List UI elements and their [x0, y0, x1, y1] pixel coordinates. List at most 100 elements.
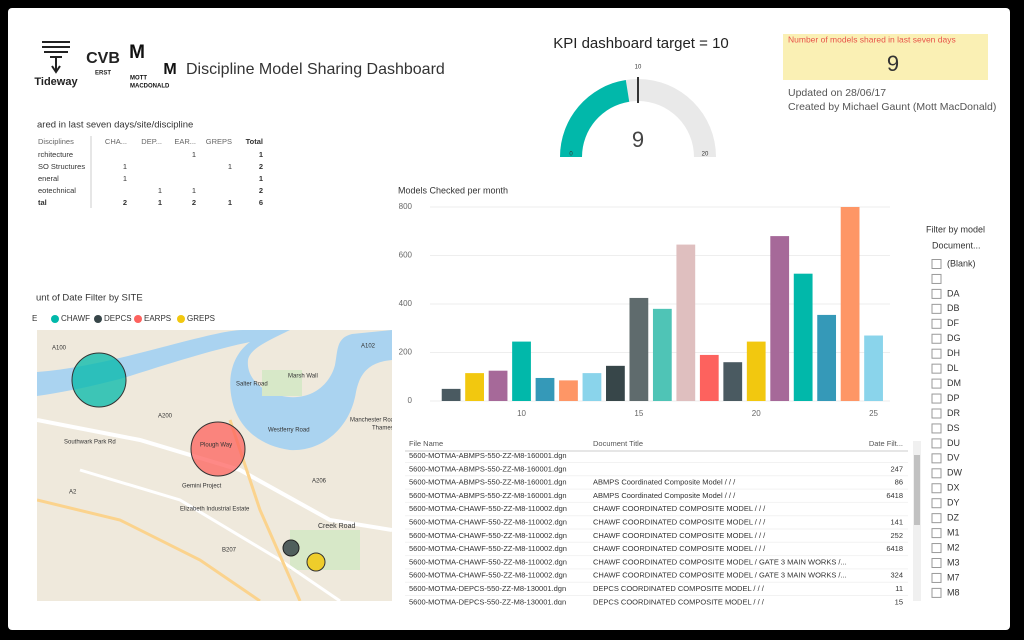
map-label: A200 — [158, 414, 173, 420]
checkbox[interactable] — [931, 363, 942, 374]
checkbox[interactable] — [931, 498, 942, 509]
logo-text: M — [163, 61, 176, 78]
slicer-title: Filter by model — [926, 224, 985, 234]
matrix-header: Disciplines — [38, 137, 74, 146]
slicer-item[interactable]: M1 — [947, 527, 960, 537]
table-cell: 5600-MOTMA-CHAWF-550-ZZ-M8-110002.dgn — [409, 517, 567, 526]
checkbox[interactable] — [931, 348, 942, 359]
map-bubble — [306, 552, 326, 572]
slicer-item[interactable]: (Blank) — [947, 258, 976, 268]
checkbox[interactable] — [931, 558, 942, 568]
checkbox[interactable] — [931, 378, 942, 389]
matrix-cell: 1 — [228, 162, 232, 171]
slicer-item[interactable]: DU — [947, 438, 960, 448]
slicer-item[interactable]: DA — [947, 288, 960, 298]
matrix-title: ared in last seven days/site/discipline — [37, 120, 193, 131]
checkbox[interactable] — [931, 438, 942, 449]
y-tick-label: 600 — [399, 251, 413, 260]
checkbox[interactable] — [931, 543, 942, 554]
checkbox[interactable] — [931, 333, 942, 344]
checkbox[interactable] — [931, 423, 942, 434]
legend-label: EARPS — [144, 314, 171, 323]
legend-label: DEPCS — [104, 314, 132, 323]
table-cell: CHAWF COORDINATED COMPOSITE MODEL / GATE… — [593, 557, 847, 566]
y-tick-label: 200 — [399, 348, 413, 357]
checkbox[interactable] — [931, 273, 942, 284]
card-value: 9 — [887, 51, 899, 76]
slicer-item[interactable]: DY — [947, 498, 960, 508]
matrix-row-label: rchitecture — [38, 150, 73, 159]
checkbox[interactable] — [931, 393, 942, 404]
checkbox[interactable] — [931, 572, 942, 583]
checkbox[interactable] — [931, 483, 942, 494]
matrix-cell: 1 — [259, 174, 263, 183]
legend-dot — [134, 315, 142, 323]
checkbox[interactable] — [931, 288, 942, 299]
slicer-item[interactable]: M3 — [947, 557, 960, 567]
checkbox[interactable] — [931, 513, 942, 524]
column-header[interactable]: Date Filt... — [869, 439, 903, 448]
matrix-header: DEP... — [141, 137, 162, 146]
x-tick-label: 20 — [752, 409, 761, 418]
map-label: A100 — [52, 346, 67, 352]
slicer-item[interactable]: DB — [947, 303, 960, 313]
bar — [512, 341, 531, 401]
slicer-item[interactable]: M7 — [947, 572, 960, 582]
scrollbar-thumb[interactable] — [914, 455, 920, 525]
matrix-cell: 1 — [158, 198, 162, 207]
checkbox[interactable] — [931, 318, 942, 329]
map-label: Salter Road — [236, 382, 268, 388]
slicer-item[interactable]: DR — [947, 408, 960, 418]
checkbox[interactable] — [931, 453, 942, 464]
slicer-item[interactable]: M2 — [947, 542, 960, 552]
road — [37, 498, 261, 601]
bar — [676, 244, 696, 401]
slicer-item[interactable]: DW — [947, 468, 962, 478]
table-cell: ABMPS Coordinated Composite Model / / / — [593, 491, 736, 500]
map-labels: A100 A102 A200 A2 A206 B207 Creek Road G… — [52, 344, 397, 554]
map-label: A102 — [361, 344, 376, 350]
checkbox[interactable] — [931, 468, 942, 479]
bar — [699, 354, 719, 401]
slicer-item[interactable]: DS — [947, 423, 960, 433]
x-tick-label: 15 — [634, 409, 643, 418]
matrix-cell: 1 — [158, 186, 162, 195]
slicer-item[interactable]: DG — [947, 333, 961, 343]
checkbox[interactable] — [931, 528, 942, 539]
checkbox[interactable] — [931, 587, 942, 598]
matrix-header: CHA... — [105, 137, 127, 146]
slicer-item[interactable]: DH — [947, 348, 960, 358]
slicer-item[interactable]: DP — [947, 393, 960, 403]
slicer-item[interactable]: M8 — [947, 587, 960, 597]
table-cell: 86 — [895, 478, 903, 487]
map-label: Manchester Road — [350, 418, 397, 424]
card-title: Number of models shared in last seven da… — [788, 34, 956, 44]
matrix-row-label: eneral — [38, 174, 59, 183]
slicer-item[interactable]: DL — [947, 363, 959, 373]
checkbox[interactable] — [931, 408, 942, 419]
bar — [840, 207, 860, 401]
created-text: Created by Michael Gaunt (Mott MacDonald… — [788, 101, 996, 113]
table-cell: 247 — [890, 464, 903, 473]
slicer-item[interactable]: DF — [947, 318, 959, 328]
slicer-item[interactable]: DV — [947, 453, 960, 463]
slicer-list: (Blank) DA DB DF DG DH DL DM DP DR DS DU DV DW DX DY DZ M… — [931, 258, 976, 598]
checkbox[interactable] — [931, 303, 942, 314]
matrix-row-label: tal — [38, 198, 47, 207]
legend-label: E — [32, 314, 37, 323]
checkbox[interactable] — [931, 259, 942, 269]
card — [783, 34, 988, 80]
bar — [465, 373, 484, 401]
logo-text: ERST — [95, 71, 111, 77]
slicer-item[interactable]: DM — [947, 378, 961, 388]
map: A100 A102 A200 A2 A206 B207 Creek Road G… — [37, 330, 397, 601]
column-header[interactable]: Document Title — [593, 439, 643, 448]
slicer-item[interactable]: DZ — [947, 513, 959, 523]
matrix: Disciplines CHA... DEP... EAR... GREPS Total r… — [38, 137, 263, 207]
logo-text: Tideway — [34, 76, 78, 88]
map-label: Southwark Park Rd — [64, 440, 116, 446]
slicer-field: Document... — [932, 240, 981, 250]
column-header[interactable]: File Name — [409, 439, 443, 448]
slicer-item[interactable]: DX — [947, 483, 960, 493]
matrix-header: Total — [246, 137, 263, 146]
